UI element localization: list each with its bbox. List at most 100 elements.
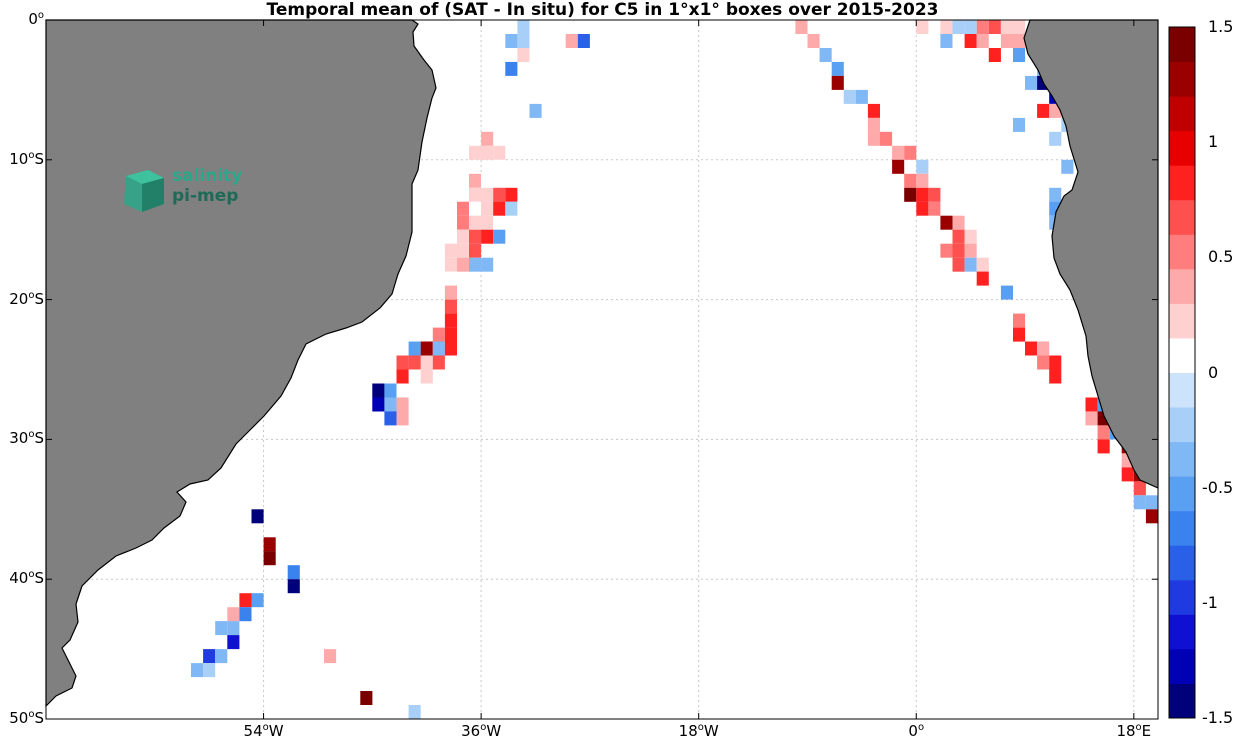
data-cell <box>940 215 953 230</box>
data-cell <box>1133 481 1146 496</box>
data-cell <box>408 355 421 370</box>
data-cell <box>324 649 337 664</box>
data-cell <box>432 341 445 356</box>
data-cell <box>263 551 276 566</box>
data-cell <box>287 579 300 594</box>
colorbar-tick-label: 0.5 <box>1208 247 1234 267</box>
data-cell <box>505 103 518 118</box>
y-tick-label: 50oS <box>0 709 44 727</box>
data-cell <box>964 20 977 34</box>
data-cell <box>396 369 409 384</box>
y-tick-value: 0 <box>28 10 38 28</box>
plot-frame <box>45 19 1159 720</box>
colorbar-segment <box>1169 338 1195 373</box>
y-tick-label: 0o <box>0 10 44 28</box>
data-cell <box>1000 285 1013 300</box>
data-cell <box>227 621 240 636</box>
data-cell <box>420 355 433 370</box>
data-cell <box>372 397 385 412</box>
data-cell <box>831 75 844 90</box>
degree-mark: o <box>262 722 269 733</box>
colorbar-segment <box>1169 234 1195 270</box>
data-cell <box>493 229 506 244</box>
data-cell <box>1049 187 1062 202</box>
data-cell <box>892 145 905 160</box>
data-cell <box>1145 495 1158 510</box>
data-cell <box>1000 34 1013 48</box>
degree-mark: o <box>480 722 487 733</box>
y-tick-value: 10 <box>9 149 29 168</box>
data-cell <box>505 187 518 202</box>
data-cell <box>1037 355 1050 370</box>
data-cell <box>1049 131 1062 146</box>
colorbar-segment <box>1169 372 1195 408</box>
data-cell <box>457 201 470 216</box>
data-cell <box>904 187 917 202</box>
logo-cube-icon <box>124 170 164 212</box>
data-cell <box>444 313 457 328</box>
data-cell <box>493 145 506 160</box>
colorbar-tick-label: 1.5 <box>1208 17 1234 36</box>
x-tick-label: 0o <box>881 722 951 740</box>
colorbar-tick-label: 0 <box>1208 362 1219 382</box>
data-cell <box>880 131 893 146</box>
x-tick-value: 0 <box>908 722 918 740</box>
data-cell <box>952 215 965 230</box>
data-cell <box>457 229 470 244</box>
colorbar-segment <box>1169 407 1195 443</box>
colorbar-segment <box>1169 476 1195 512</box>
data-cell <box>807 34 820 48</box>
logo-text-salinity: salinity <box>172 166 243 186</box>
x-tick-label: 54oW <box>229 722 299 740</box>
y-tick-value: 50 <box>9 709 29 727</box>
data-cell <box>191 663 204 678</box>
data-cell <box>1013 20 1026 34</box>
data-cell <box>481 145 494 160</box>
data-cell <box>457 215 470 230</box>
data-cell <box>976 20 989 34</box>
data-cell <box>469 229 482 244</box>
y-tick-hemisphere: S <box>34 569 44 588</box>
colorbar <box>1168 26 1196 719</box>
data-cell <box>432 327 445 342</box>
data-cell <box>928 187 941 202</box>
data-cell <box>444 299 457 314</box>
data-cell <box>360 691 373 705</box>
y-tick-hemisphere: S <box>34 429 44 448</box>
data-cell <box>1133 495 1146 510</box>
data-cell <box>481 131 494 146</box>
data-cell <box>505 34 518 48</box>
y-tick-value: 40 <box>9 569 29 588</box>
colorbar-segment <box>1169 648 1195 684</box>
data-cell <box>469 243 482 258</box>
data-cell <box>892 159 905 174</box>
data-cell <box>831 61 844 76</box>
degree-mark: o <box>28 569 35 581</box>
data-cell <box>444 271 457 286</box>
data-cell <box>469 145 482 160</box>
axis-ticks <box>46 19 1158 720</box>
colorbar-tick-label: 1 <box>1208 132 1219 152</box>
data-cell <box>481 201 494 216</box>
data-cell <box>517 20 530 34</box>
y-tick-value: 20 <box>9 289 29 308</box>
data-cell <box>1013 34 1026 48</box>
data-cell <box>215 621 228 636</box>
data-cell <box>952 20 965 34</box>
data-cell <box>867 103 880 118</box>
colorbar-segment <box>1169 268 1195 304</box>
colorbar-segment <box>1169 614 1195 650</box>
data-cell <box>1013 117 1026 132</box>
data-cell <box>384 397 397 412</box>
data-cell <box>1025 341 1038 356</box>
data-cell <box>444 285 457 300</box>
data-cell <box>819 48 832 62</box>
data-cell <box>457 257 470 272</box>
data-cell <box>988 20 1001 34</box>
degree-mark: o <box>697 722 704 733</box>
data-cell <box>1097 439 1110 454</box>
data-cell <box>976 271 989 286</box>
y-tick-label: 20oS <box>0 290 44 308</box>
data-cell <box>481 173 494 188</box>
x-tick-value: 54 <box>243 722 263 740</box>
